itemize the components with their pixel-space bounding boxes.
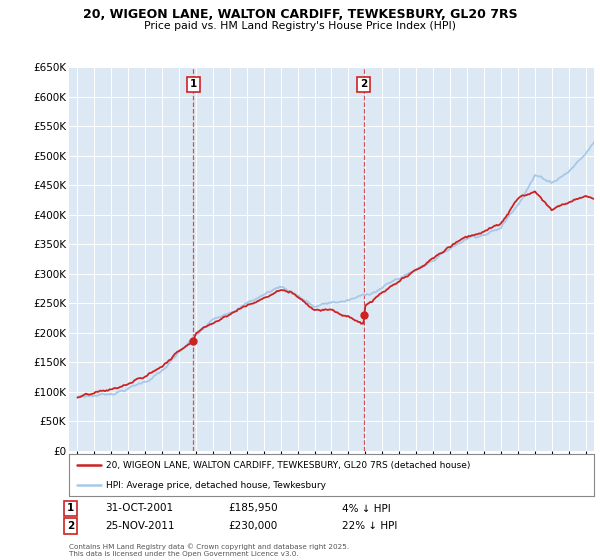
Text: 1: 1 [67,503,74,514]
Text: £230,000: £230,000 [228,521,277,531]
Text: 1: 1 [190,80,197,90]
Text: HPI: Average price, detached house, Tewkesbury: HPI: Average price, detached house, Tewk… [106,480,326,489]
Text: 22% ↓ HPI: 22% ↓ HPI [342,521,397,531]
Text: Price paid vs. HM Land Registry's House Price Index (HPI): Price paid vs. HM Land Registry's House … [144,21,456,31]
Text: 2: 2 [67,521,74,531]
Text: 2: 2 [360,80,367,90]
Text: 20, WIGEON LANE, WALTON CARDIFF, TEWKESBURY, GL20 7RS (detached house): 20, WIGEON LANE, WALTON CARDIFF, TEWKESB… [106,461,470,470]
Text: 25-NOV-2011: 25-NOV-2011 [105,521,175,531]
Text: 4% ↓ HPI: 4% ↓ HPI [342,503,391,514]
Text: 31-OCT-2001: 31-OCT-2001 [105,503,173,514]
Text: 20, WIGEON LANE, WALTON CARDIFF, TEWKESBURY, GL20 7RS: 20, WIGEON LANE, WALTON CARDIFF, TEWKESB… [83,8,517,21]
Text: £185,950: £185,950 [228,503,278,514]
Text: Contains HM Land Registry data © Crown copyright and database right 2025.
This d: Contains HM Land Registry data © Crown c… [69,544,349,557]
